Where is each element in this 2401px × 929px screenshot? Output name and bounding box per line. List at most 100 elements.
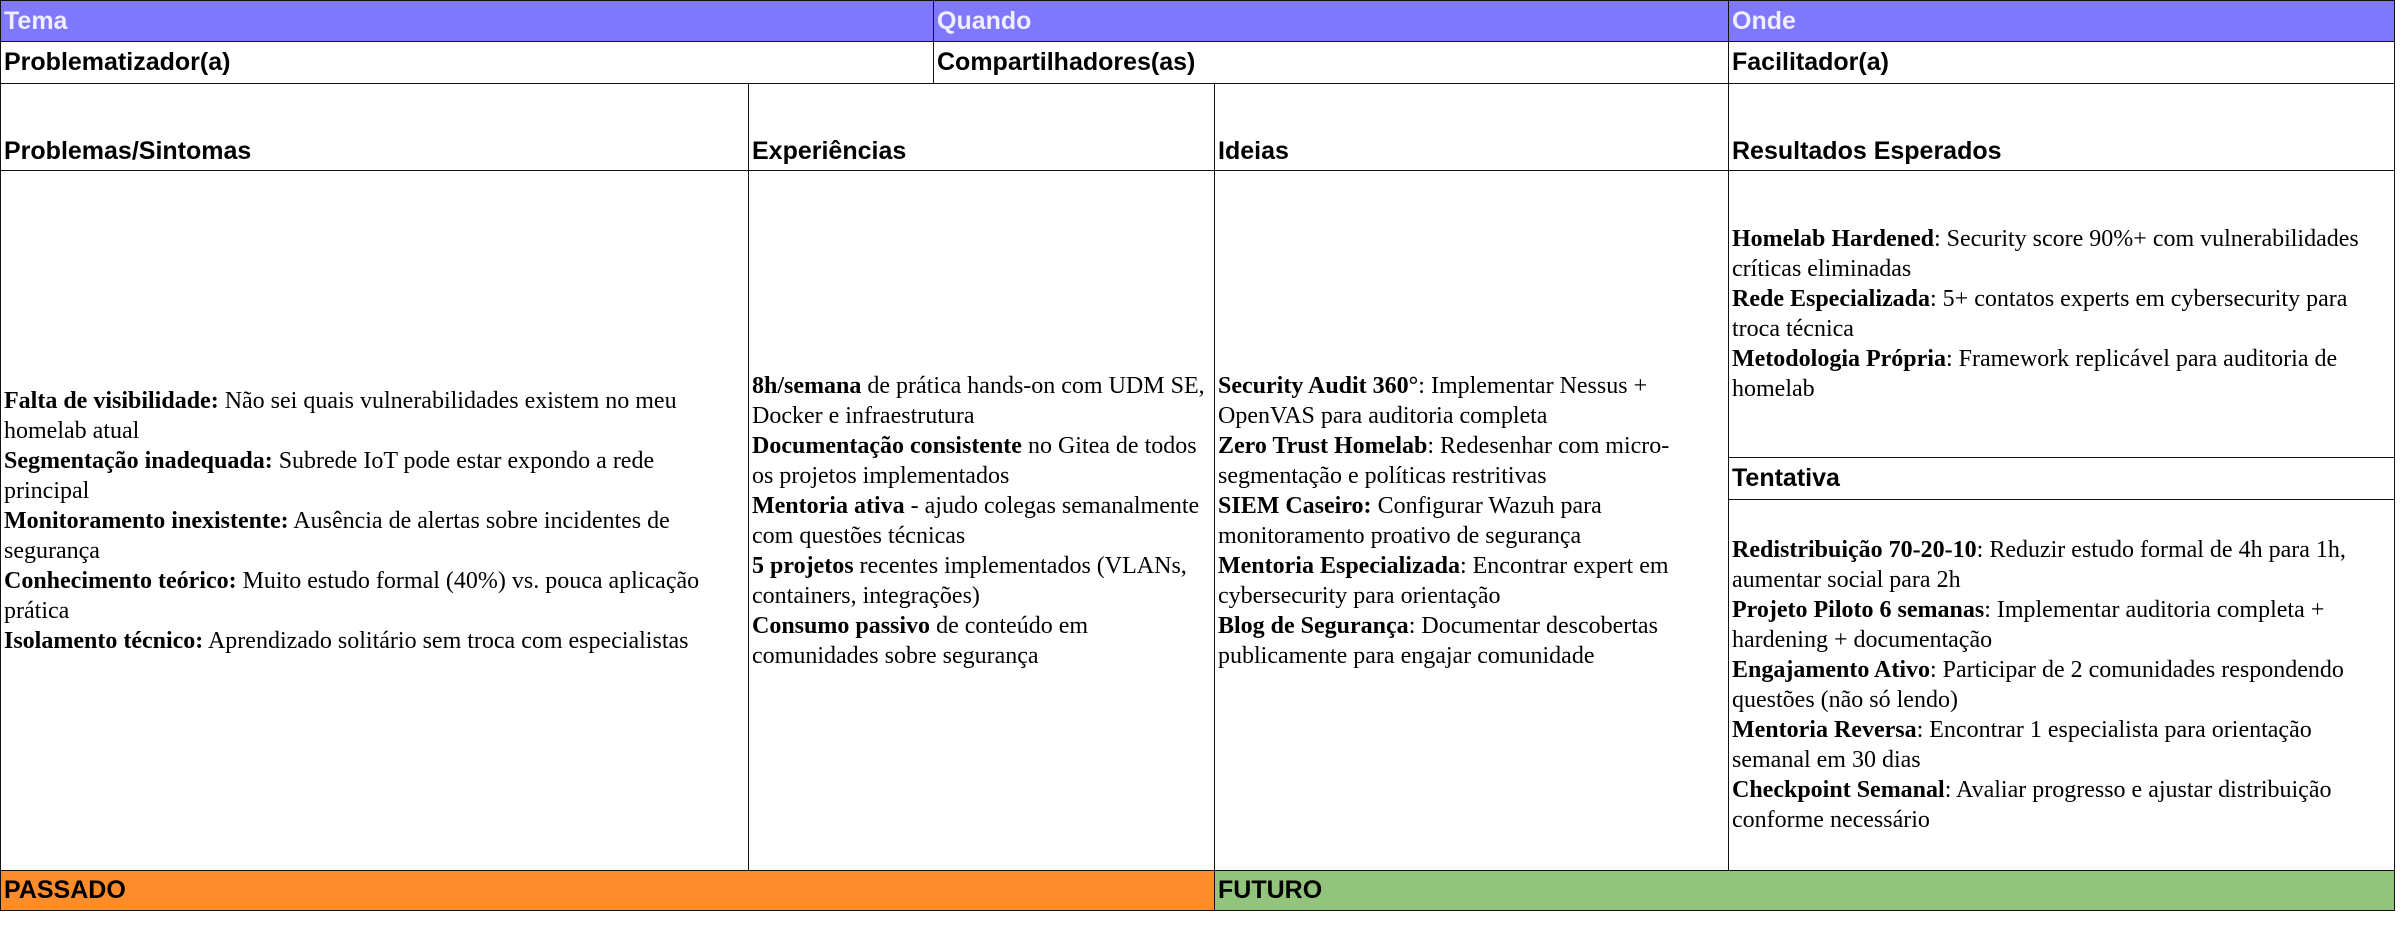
item-title: Homelab Hardened: [1732, 226, 1934, 252]
item-text: Não sei quais vulnerabilidades existem n…: [4, 387, 677, 444]
list-item: Security Audit 360°: Implementar Nessus …: [1218, 371, 1725, 431]
resultados-list: Homelab Hardened: Security score 90%+ co…: [1732, 224, 2391, 404]
item-text: Aprendizado solitário sem troca com espe…: [203, 627, 689, 654]
item-title: Mentoria Reversa: [1732, 717, 1917, 743]
item-title: Security Audit 360°: [1218, 372, 1419, 399]
item-title: Falta de visibilidade:: [4, 387, 219, 414]
list-item: 8h/semana de prática hands-on com UDM SE…: [752, 371, 1211, 431]
facilitador-cell: Facilitador(a): [1728, 41, 2395, 84]
quando-label: Quando: [937, 6, 1032, 35]
problemas-list: Falta de visibilidade: Não sei quais vul…: [4, 386, 745, 656]
onde-label: Onde: [1732, 6, 1796, 35]
ideias-cell: Security Audit 360°: Implementar Nessus …: [1214, 170, 1729, 871]
experiencias-header: Experiências: [748, 83, 1215, 171]
tentativa-list: Redistribuição 70-20-10: Reduzir estudo …: [1732, 535, 2391, 835]
item-text: : Encontrar expert em cybersecurity para…: [1218, 552, 1669, 609]
item-text: : Implementar auditoria completa + harde…: [1732, 597, 2325, 653]
list-item: Metodologia Própria: Framework replicáve…: [1732, 344, 2391, 404]
item-text: : 5+ contatos experts em cybersecurity p…: [1732, 286, 2348, 342]
list-item: Mentoria ativa - ajudo colegas semanalme…: [752, 491, 1211, 551]
tema-label: Tema: [4, 6, 68, 35]
experiencias-list: 8h/semana de prática hands-on com UDM SE…: [752, 371, 1211, 671]
item-text: Configurar Wazuh para monitoramento proa…: [1218, 492, 1602, 549]
item-text: Muito estudo formal (40%) vs. pouca apli…: [4, 567, 700, 624]
item-title: Rede Especializada: [1732, 286, 1930, 312]
item-title: Consumo passivo: [752, 612, 931, 639]
list-item: Projeto Piloto 6 semanas: Implementar au…: [1732, 595, 2391, 655]
ideias-list: Security Audit 360°: Implementar Nessus …: [1218, 371, 1725, 671]
item-title: Segmentação inadequada:: [4, 447, 273, 474]
experiencias-title: Experiências: [752, 137, 907, 165]
list-item: Redistribuição 70-20-10: Reduzir estudo …: [1732, 535, 2391, 595]
item-title: Projeto Piloto 6 semanas: [1732, 597, 1985, 623]
list-item: Zero Trust Homelab: Redesenhar com micro…: [1218, 431, 1725, 491]
passado-bar: PASSADO: [0, 870, 1215, 911]
item-title: Metodologia Própria: [1732, 346, 1946, 372]
item-text: : Implementar Nessus + OpenVAS para audi…: [1218, 372, 1648, 429]
compartilhadores-label: Compartilhadores(as): [937, 48, 1196, 76]
item-title: Isolamento técnico:: [4, 627, 204, 654]
item-title: Mentoria ativa: [752, 492, 905, 519]
item-text: : Avaliar progresso e ajustar distribuiç…: [1732, 777, 2332, 833]
list-item: SIEM Caseiro: Configurar Wazuh para moni…: [1218, 491, 1725, 551]
quando-header: Quando: [933, 0, 1729, 42]
item-text: : Framework replicável para auditoria de…: [1732, 346, 2338, 402]
item-title: 8h/semana: [752, 372, 862, 399]
facilitador-label: Facilitador(a): [1732, 48, 1889, 76]
ideias-header: Ideias: [1214, 83, 1729, 171]
list-item: Segmentação inadequada: Subrede IoT pode…: [4, 446, 745, 506]
list-item: 5 projetos recentes implementados (VLANs…: [752, 551, 1211, 611]
list-item: Conhecimento teórico: Muito estudo forma…: [4, 566, 745, 626]
tentativa-header: Tentativa: [1728, 457, 2395, 500]
item-text: de prática hands-on com UDM SE, Docker e…: [752, 372, 1205, 429]
problematizador-cell: Problematizador(a): [0, 41, 934, 84]
item-title: Documentação consistente: [752, 432, 1022, 459]
item-text: : Participar de 2 comunidades respondend…: [1732, 657, 2344, 713]
list-item: Monitoramento inexistente: Ausência de a…: [4, 506, 745, 566]
problemas-cell: Falta de visibilidade: Não sei quais vul…: [0, 170, 749, 871]
item-title: Blog de Segurança: [1218, 612, 1409, 639]
resultados-cell: Homelab Hardened: Security score 90%+ co…: [1728, 170, 2395, 458]
item-text: no Gitea de todos os projetos implementa…: [752, 432, 1197, 489]
list-item: Mentoria Reversa: Encontrar 1 especialis…: [1732, 715, 2391, 775]
list-item: Consumo passivo de conteúdo em comunidad…: [752, 611, 1211, 671]
item-title: Redistribuição 70-20-10: [1732, 537, 1977, 563]
list-item: Rede Especializada: 5+ contatos experts …: [1732, 284, 2391, 344]
list-item: Homelab Hardened: Security score 90%+ co…: [1732, 224, 2391, 284]
tema-header: Tema: [0, 0, 934, 42]
list-item: Checkpoint Semanal: Avaliar progresso e …: [1732, 775, 2391, 835]
ideias-title: Ideias: [1218, 137, 1289, 165]
item-text: Subrede IoT pode estar expondo a rede pr…: [4, 447, 655, 504]
item-text: de conteúdo em comunidades sobre seguran…: [752, 612, 1089, 669]
item-text: : Encontrar 1 especialista para orientaç…: [1732, 717, 2312, 773]
item-title: Mentoria Especializada: [1218, 552, 1460, 579]
list-item: Engajamento Ativo: Participar de 2 comun…: [1732, 655, 2391, 715]
problematizador-label: Problematizador(a): [4, 48, 231, 76]
futuro-label: FUTURO: [1218, 876, 1323, 904]
problemas-header: Problemas/Sintomas: [0, 83, 749, 171]
item-text: - ajudo colegas semanalmente com questõe…: [752, 492, 1200, 549]
list-item: Documentação consistente no Gitea de tod…: [752, 431, 1211, 491]
item-title: Conhecimento teórico:: [4, 567, 237, 594]
item-text: recentes implementados (VLANs, container…: [752, 552, 1187, 609]
item-text: : Security score 90%+ com vulnerabilidad…: [1732, 226, 2359, 282]
item-title: Zero Trust Homelab: [1218, 432, 1428, 459]
tentativa-title: Tentativa: [1732, 464, 1840, 492]
list-item: Isolamento técnico: Aprendizado solitári…: [4, 626, 745, 656]
item-text: : Reduzir estudo formal de 4h para 1h, a…: [1732, 537, 2346, 593]
problemas-title: Problemas/Sintomas: [4, 137, 252, 165]
experiencias-cell: 8h/semana de prática hands-on com UDM SE…: [748, 170, 1215, 871]
resultados-header: Resultados Esperados: [1728, 83, 2395, 171]
item-text: Ausência de alertas sobre incidentes de …: [4, 507, 670, 564]
futuro-bar: FUTURO: [1214, 870, 2395, 911]
list-item: Falta de visibilidade: Não sei quais vul…: [4, 386, 745, 446]
item-title: 5 projetos: [752, 552, 854, 579]
item-title: Monitoramento inexistente:: [4, 507, 289, 534]
onde-header: Onde: [1728, 0, 2395, 42]
item-title: SIEM Caseiro:: [1218, 492, 1372, 519]
list-item: Blog de Segurança: Documentar descoberta…: [1218, 611, 1725, 671]
tentativa-cell: Redistribuição 70-20-10: Reduzir estudo …: [1728, 499, 2395, 871]
item-title: Engajamento Ativo: [1732, 657, 1930, 683]
item-title: Checkpoint Semanal: [1732, 777, 1945, 803]
passado-label: PASSADO: [4, 876, 126, 904]
